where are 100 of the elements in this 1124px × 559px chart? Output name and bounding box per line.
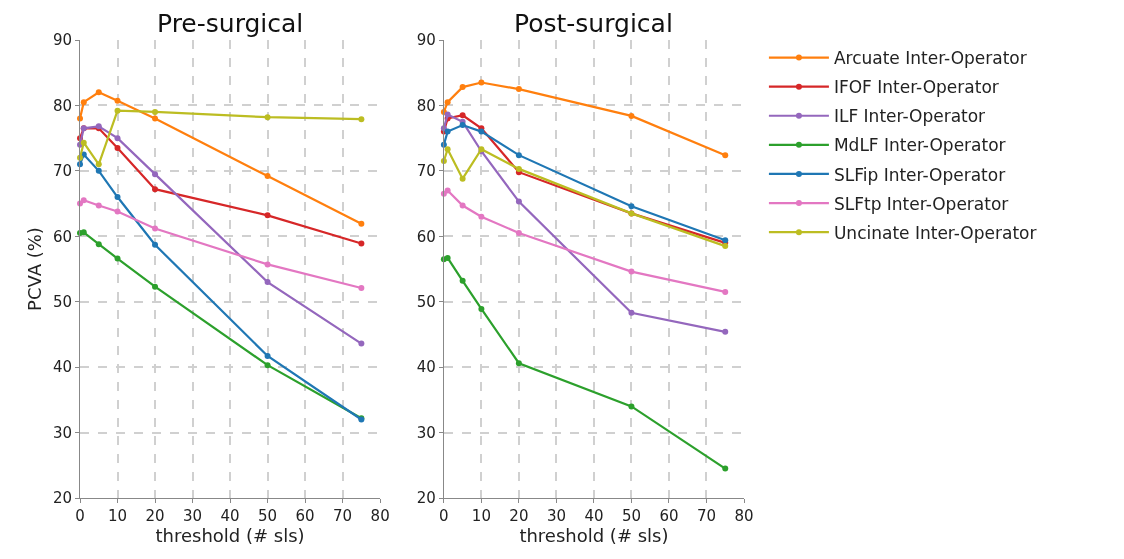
point (264, 261, 271, 268)
x-tick-label: 60 (659, 507, 679, 525)
point (264, 353, 271, 360)
x-tick-label: 70 (333, 507, 353, 525)
y-tick-label: 40 (416, 358, 436, 377)
point (95, 89, 102, 96)
y-tick-label: 50 (416, 292, 436, 311)
point (628, 309, 635, 316)
y-tick-label: 80 (416, 96, 436, 115)
point (459, 84, 466, 91)
y-tick-label: 40 (52, 358, 72, 377)
point (722, 328, 729, 335)
point (114, 144, 121, 151)
point (478, 305, 485, 312)
y-tick-label: 20 (52, 489, 72, 508)
point (515, 230, 522, 237)
x-tick-label: 50 (258, 507, 278, 525)
y-tick-label: 60 (416, 227, 436, 246)
legend-label: Uncinate Inter-Operator (833, 222, 1037, 243)
point (515, 152, 522, 159)
point (95, 241, 102, 248)
y-tick-label: 80 (52, 96, 72, 115)
point (80, 197, 87, 204)
point (722, 465, 729, 472)
point (444, 128, 451, 135)
x-tick-label: 20 (145, 507, 165, 525)
point (515, 360, 522, 367)
point (264, 114, 271, 121)
point (444, 146, 451, 153)
y-axis-title: PCVA (%) (24, 227, 46, 311)
point (444, 187, 451, 194)
x-tick-label: 0 (439, 507, 449, 525)
x-tick-label: 0 (75, 507, 85, 525)
x-tick-label: 30 (183, 507, 203, 525)
point (358, 240, 365, 247)
point (152, 108, 159, 115)
point (152, 186, 159, 193)
legend-label: ILF Inter-Operator (833, 106, 986, 127)
x-tick-label: 40 (584, 507, 604, 525)
point (440, 158, 447, 165)
y-tick-label: 20 (416, 489, 436, 508)
point (114, 255, 121, 262)
x-axis-title: threshold (# sls) (155, 525, 305, 546)
x-tick-label: 10 (471, 507, 491, 525)
y-tick-label: 90 (416, 31, 436, 50)
point (478, 79, 485, 86)
x-tick-label: 80 (734, 507, 754, 525)
x-tick-label: 50 (621, 507, 641, 525)
point (95, 167, 102, 174)
y-tick-label: 50 (52, 292, 72, 311)
point (80, 139, 87, 146)
x-tick-label: 20 (509, 507, 529, 525)
point (722, 152, 729, 159)
point (95, 202, 102, 209)
point (152, 283, 159, 290)
point (515, 198, 522, 205)
point (114, 208, 121, 215)
y-tick-label: 60 (52, 227, 72, 246)
point (444, 254, 451, 261)
x-tick-label: 60 (295, 507, 315, 525)
point (515, 165, 522, 172)
point (358, 220, 365, 227)
x-axis-title: threshold (# sls) (519, 525, 669, 546)
point (95, 161, 102, 168)
x-tick-label: 70 (696, 507, 717, 525)
point (152, 225, 159, 232)
point (459, 175, 466, 182)
legend-label: Arcuate Inter-Operator (833, 48, 1027, 69)
y-tick-label: 30 (416, 423, 436, 442)
y-tick-label: 70 (416, 162, 436, 181)
point (114, 194, 121, 201)
chart-title: Pre-surgical (157, 9, 304, 38)
point (459, 112, 466, 119)
point (114, 107, 121, 114)
x-tick-label: 40 (220, 507, 240, 525)
x-tick-label: 10 (107, 507, 128, 525)
point (264, 173, 271, 180)
point (152, 171, 159, 178)
legend-label: IFOF Inter-Operator (833, 77, 999, 98)
point (444, 99, 451, 106)
legend-label: SLFtp Inter-Operator (833, 193, 1009, 214)
point (515, 86, 522, 93)
point (80, 99, 87, 106)
point (80, 229, 87, 236)
y-tick-label: 30 (52, 423, 72, 442)
point (152, 241, 159, 248)
x-tick-label: 30 (546, 507, 566, 525)
point (152, 115, 159, 122)
point (628, 268, 635, 275)
legend-label: MdLF Inter-Operator (833, 135, 1006, 156)
point (358, 116, 365, 123)
point (478, 213, 485, 220)
legend-label: SLFip Inter-Operator (833, 164, 1006, 185)
point (628, 203, 635, 210)
point (358, 284, 365, 291)
chart-title: Post-surgical (514, 9, 673, 38)
point (264, 362, 271, 369)
point (722, 243, 729, 250)
y-tick-label: 90 (52, 31, 72, 50)
point (459, 122, 466, 129)
